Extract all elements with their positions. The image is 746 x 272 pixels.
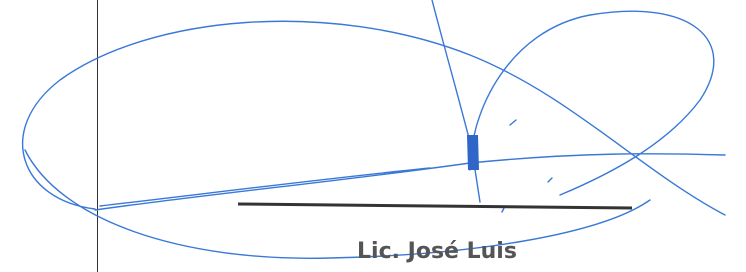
ink-stroke (470, 11, 714, 195)
page: {"signature": {"name": "Lic. José Luis"}… (0, 0, 746, 272)
signer-name: Lic. José Luis (357, 239, 517, 264)
ink-stroke (100, 168, 430, 206)
ink-stroke (432, 0, 480, 202)
ink-stroke (95, 154, 725, 210)
signature-line (238, 204, 632, 208)
ink-dots (502, 120, 552, 212)
ink-stroke (23, 21, 725, 215)
signature-block: Lic. José Luis (0, 0, 746, 272)
signature-ink (23, 0, 725, 258)
ink-blot (467, 135, 479, 170)
